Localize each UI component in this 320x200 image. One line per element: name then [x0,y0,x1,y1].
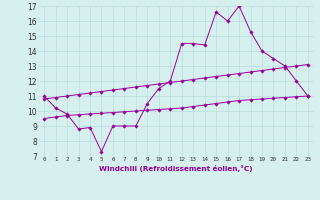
X-axis label: Windchill (Refroidissement éolien,°C): Windchill (Refroidissement éolien,°C) [99,165,253,172]
